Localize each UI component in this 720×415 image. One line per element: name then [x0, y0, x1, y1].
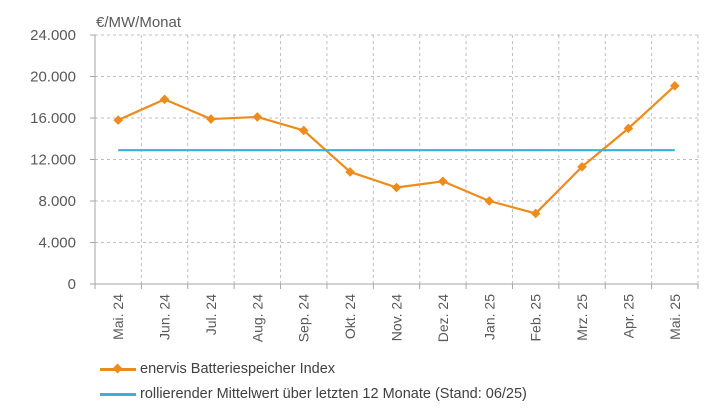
y-tick-label: 20.000: [30, 69, 76, 86]
x-tick-label: Mrz. 25: [574, 294, 590, 341]
series-point-0: [623, 123, 634, 134]
legend-marker-index: [112, 363, 123, 374]
series-point-0: [252, 112, 263, 122]
series-point-0: [577, 161, 587, 172]
legend-label-index: enervis Batteriespeicher Index: [140, 361, 336, 377]
x-tick-label: Mai. 24: [110, 294, 126, 340]
x-tick-label: Sep. 24: [296, 294, 312, 342]
y-tick-label: 4.000: [38, 235, 76, 252]
x-tick-label: Dez. 24: [435, 294, 451, 342]
series-point-0: [159, 94, 170, 105]
x-tick-label: Apr. 25: [620, 294, 636, 339]
x-tick-label: Aug. 24: [249, 294, 265, 342]
legend-swatch-index: [100, 362, 136, 376]
x-tick-label: Jan. 25: [481, 294, 497, 340]
series-point-0: [530, 208, 541, 219]
series-point-0: [113, 115, 123, 125]
series-point-0: [484, 196, 495, 206]
x-tick-label: Mai. 25: [667, 294, 683, 340]
x-tick-label: Feb. 25: [528, 294, 544, 342]
y-tick-label: 16.000: [30, 110, 76, 127]
y-tick-label: 24.000: [30, 27, 76, 44]
x-tick-label: Jun. 24: [157, 294, 173, 340]
y-tick-label: 0: [68, 276, 76, 293]
legend-label-mean: rollierender Mittelwert über letzten 12 …: [140, 386, 527, 402]
legend-item-mean: rollierender Mittelwert über letzten 12 …: [100, 386, 527, 402]
series-point-0: [345, 167, 355, 177]
y-axis-title: €/MW/Monat: [96, 14, 182, 31]
legend-swatch-mean: [100, 387, 136, 401]
x-tick-label: Okt. 24: [342, 294, 358, 339]
series-point-0: [298, 125, 309, 136]
series-point-0: [670, 81, 680, 91]
series-point-0: [438, 176, 448, 187]
y-tick-label: 12.000: [30, 152, 76, 169]
x-tick-label: Nov. 24: [389, 294, 405, 341]
y-tick-label: 8.000: [38, 193, 76, 210]
series-point-0: [391, 182, 402, 193]
legend-item-index: enervis Batteriespeicher Index: [100, 361, 335, 377]
x-tick-label: Jul. 24: [203, 294, 219, 335]
legend-line-mean: [100, 393, 136, 396]
series-point-0: [206, 114, 216, 124]
